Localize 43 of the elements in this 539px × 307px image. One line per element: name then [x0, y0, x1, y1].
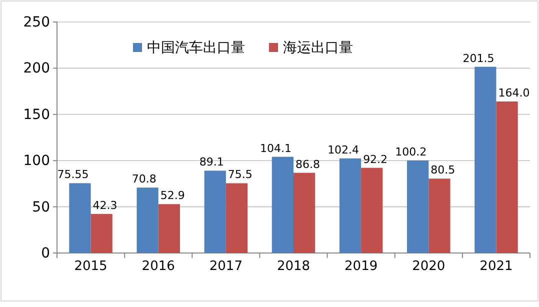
data-label: 201.5 — [462, 52, 494, 65]
x-tick-label: 2020 — [412, 259, 446, 274]
legend-label: 中国汽车出口量 — [147, 40, 245, 56]
data-label: 75.55 — [57, 168, 89, 182]
data-label: 104.1 — [260, 142, 292, 155]
y-tick-label: 100 — [23, 153, 50, 170]
x-tick-label: 2021 — [480, 259, 513, 274]
bar — [90, 214, 112, 253]
data-label: 92.2 — [363, 152, 388, 166]
y-tick-label: 0 — [41, 245, 50, 262]
legend-label: 海运出口量 — [283, 40, 353, 56]
bar — [496, 101, 518, 253]
data-label: 42.3 — [92, 198, 118, 212]
x-tick-label: 2019 — [344, 259, 378, 274]
bar — [226, 183, 248, 253]
data-label: 89.1 — [199, 156, 224, 169]
bar — [361, 168, 383, 253]
bar — [136, 188, 158, 253]
data-label: 164.0 — [498, 86, 530, 100]
data-label: 100.2 — [395, 145, 427, 158]
x-tick-label: 2016 — [142, 259, 175, 274]
y-tick-label: 250 — [23, 14, 50, 30]
bar — [339, 158, 362, 253]
bar — [407, 160, 429, 253]
bar — [69, 183, 91, 253]
data-label: 80.5 — [430, 164, 456, 177]
bar — [294, 172, 316, 253]
y-tick-label: 200 — [23, 60, 50, 77]
data-label: 52.9 — [160, 189, 185, 202]
y-tick-label: 50 — [32, 199, 50, 216]
bar — [158, 204, 180, 253]
bar — [474, 66, 496, 253]
x-tick-label: 2017 — [209, 259, 242, 274]
data-label: 86.8 — [296, 158, 320, 171]
bar — [204, 170, 226, 253]
bar — [428, 178, 450, 253]
bar — [272, 156, 294, 253]
data-label: 75.5 — [228, 168, 252, 182]
x-tick-label: 2015 — [74, 259, 108, 274]
data-label: 102.4 — [328, 143, 360, 156]
x-tick-label: 2018 — [276, 259, 310, 274]
data-label: 70.8 — [132, 172, 156, 186]
y-tick-label: 150 — [23, 106, 50, 123]
